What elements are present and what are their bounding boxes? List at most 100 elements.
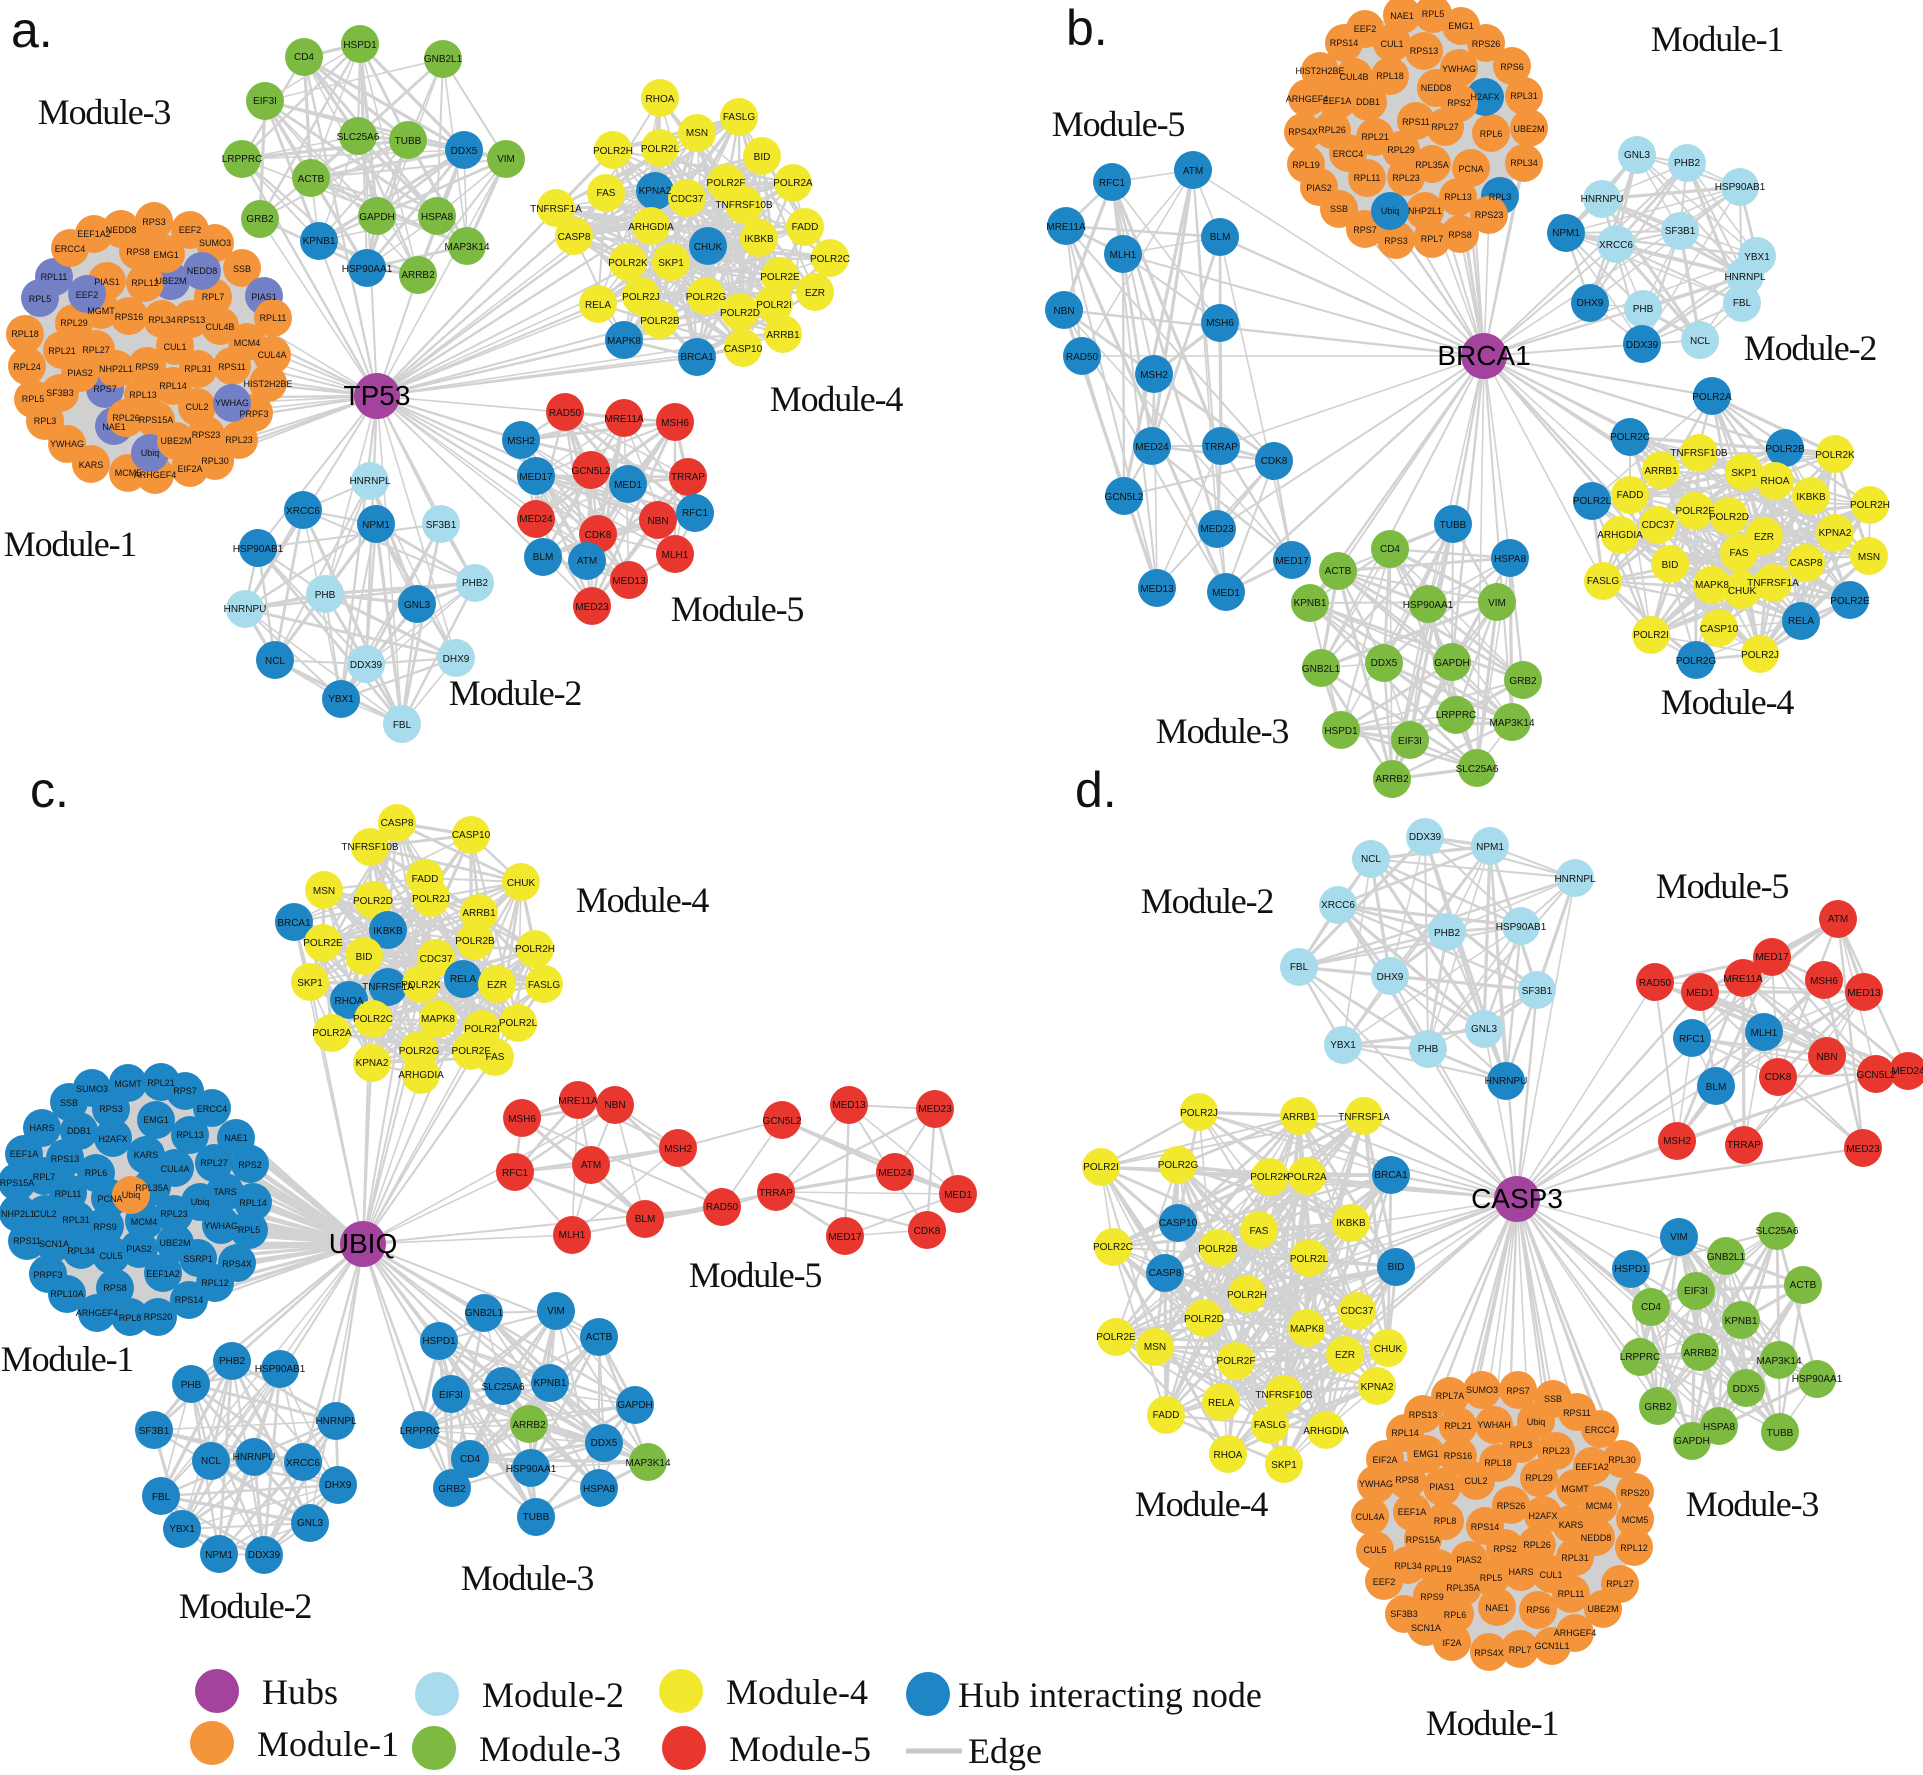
svg-text:RPS4X: RPS4X — [1288, 127, 1318, 137]
svg-text:POLR2G: POLR2G — [686, 292, 727, 303]
svg-text:HARS: HARS — [1508, 1567, 1533, 1577]
svg-text:RPS15A: RPS15A — [139, 415, 174, 425]
svg-text:DHX9: DHX9 — [443, 654, 470, 665]
svg-text:UBE2M: UBE2M — [1587, 1604, 1618, 1614]
svg-text:HNRNPL: HNRNPL — [349, 476, 391, 487]
svg-text:RPL5: RPL5 — [1422, 9, 1445, 19]
svg-text:Module-1: Module-1 — [1651, 19, 1783, 59]
svg-text:CUL2: CUL2 — [185, 402, 208, 412]
svg-text:MED23: MED23 — [918, 1104, 952, 1115]
svg-text:Module-1: Module-1 — [1, 1339, 133, 1379]
svg-text:UBE2M: UBE2M — [155, 276, 186, 286]
svg-text:POLR2B: POLR2B — [1765, 444, 1805, 455]
svg-text:HSP90AB1: HSP90AB1 — [1715, 182, 1766, 193]
svg-text:POLR2G: POLR2G — [1158, 1160, 1199, 1171]
svg-text:EZR: EZR — [487, 980, 507, 991]
svg-text:POLR2D: POLR2D — [353, 896, 393, 907]
svg-text:MED13: MED13 — [1847, 988, 1881, 999]
svg-text:MED13: MED13 — [612, 576, 646, 587]
svg-text:RPL23: RPL23 — [225, 435, 253, 445]
svg-text:IKBKB: IKBKB — [744, 234, 774, 245]
svg-text:RPS3: RPS3 — [99, 1104, 123, 1114]
svg-text:POLR2B: POLR2B — [640, 316, 680, 327]
svg-text:EEF1A: EEF1A — [10, 1149, 39, 1159]
svg-text:CD4: CD4 — [460, 1454, 480, 1465]
svg-text:NEDD8: NEDD8 — [106, 225, 137, 235]
svg-text:RPL31: RPL31 — [1561, 1553, 1589, 1563]
svg-text:RFC1: RFC1 — [682, 508, 709, 519]
svg-text:MED24: MED24 — [878, 1168, 912, 1179]
svg-text:POLR2J: POLR2J — [622, 292, 660, 303]
svg-text:DDX5: DDX5 — [1371, 658, 1398, 669]
svg-text:RPL7: RPL7 — [202, 292, 225, 302]
svg-text:NCL: NCL — [265, 656, 285, 667]
svg-text:ARHGEF4: ARHGEF4 — [1286, 94, 1329, 104]
svg-text:RPS15A: RPS15A — [0, 1178, 34, 1188]
svg-text:PRPF3: PRPF3 — [33, 1270, 62, 1280]
svg-text:EMG1: EMG1 — [153, 250, 179, 260]
svg-text:RAD50: RAD50 — [549, 408, 582, 419]
svg-text:HSP90AA1: HSP90AA1 — [506, 1464, 557, 1475]
svg-text:RPL6: RPL6 — [1480, 129, 1503, 139]
svg-text:ARRB2: ARRB2 — [401, 270, 435, 281]
svg-text:MED17: MED17 — [519, 472, 553, 483]
svg-text:GAPDH: GAPDH — [1434, 658, 1470, 669]
svg-text:RPL27: RPL27 — [1606, 1579, 1634, 1589]
svg-text:DDX5: DDX5 — [451, 146, 478, 157]
svg-text:DDX39: DDX39 — [1626, 340, 1659, 351]
svg-text:HSP90AA1: HSP90AA1 — [1403, 600, 1454, 611]
svg-text:RPL8: RPL8 — [119, 1313, 142, 1323]
svg-text:SLC25A6: SLC25A6 — [337, 132, 380, 143]
svg-text:MAP3K14: MAP3K14 — [444, 242, 489, 253]
svg-text:EIF3I: EIF3I — [253, 96, 277, 107]
svg-text:HSPD1: HSPD1 — [1324, 726, 1358, 737]
svg-text:ARHGEF4: ARHGEF4 — [76, 1308, 119, 1318]
svg-text:NPM1: NPM1 — [1552, 228, 1580, 239]
svg-text:NCL: NCL — [201, 1456, 221, 1467]
svg-text:BRCA1: BRCA1 — [1437, 340, 1530, 371]
svg-text:EIF3I: EIF3I — [1398, 736, 1422, 747]
svg-text:CUL1: CUL1 — [1380, 39, 1403, 49]
svg-text:RPS2: RPS2 — [1447, 98, 1471, 108]
svg-text:EMG1: EMG1 — [1448, 21, 1474, 31]
svg-text:c.: c. — [30, 762, 69, 818]
svg-text:POLR2B: POLR2B — [1198, 1244, 1238, 1255]
svg-text:RHOA: RHOA — [1761, 476, 1790, 487]
svg-text:DDX5: DDX5 — [1733, 1384, 1760, 1395]
svg-text:CUL4B: CUL4B — [1339, 72, 1368, 82]
svg-text:KPNB1: KPNB1 — [1725, 1316, 1758, 1327]
svg-text:ERCC4: ERCC4 — [197, 1104, 228, 1114]
svg-text:RPL6: RPL6 — [85, 1168, 108, 1178]
svg-text:CUL4A: CUL4A — [160, 1164, 189, 1174]
svg-text:MAP3K14: MAP3K14 — [1756, 1356, 1801, 1367]
svg-text:EEF2: EEF2 — [1354, 24, 1377, 34]
svg-text:RPL24: RPL24 — [13, 362, 41, 372]
svg-text:RPL11: RPL11 — [1354, 173, 1381, 183]
svg-text:SKP1: SKP1 — [1271, 1460, 1297, 1471]
svg-text:NCL: NCL — [1361, 854, 1381, 865]
svg-text:RPL5: RPL5 — [238, 1225, 261, 1235]
svg-text:POLR2H: POLR2H — [515, 944, 555, 955]
svg-text:TNFRSF1A: TNFRSF1A — [530, 204, 582, 215]
svg-text:SF3B1: SF3B1 — [426, 520, 457, 531]
svg-text:MED23: MED23 — [1846, 1144, 1880, 1155]
svg-text:EIF3I: EIF3I — [439, 1390, 463, 1401]
svg-text:RPS13: RPS13 — [1409, 1410, 1438, 1420]
svg-text:MCM4: MCM4 — [234, 338, 261, 348]
svg-text:POLR2A: POLR2A — [773, 178, 813, 189]
svg-text:RPS23: RPS23 — [192, 430, 221, 440]
svg-text:ARRB2: ARRB2 — [1375, 774, 1409, 785]
svg-text:SUMO3: SUMO3 — [76, 1084, 108, 1094]
svg-text:SCN1A: SCN1A — [39, 1239, 69, 1249]
svg-text:CASP10: CASP10 — [724, 344, 763, 355]
svg-text:POLR2F: POLR2F — [707, 178, 746, 189]
svg-text:RPS2: RPS2 — [1493, 1544, 1517, 1554]
svg-text:Module-5: Module-5 — [689, 1255, 822, 1295]
svg-text:GRB2: GRB2 — [438, 1484, 466, 1495]
svg-text:IKBKB: IKBKB — [1336, 1218, 1366, 1229]
svg-text:GAPDH: GAPDH — [1674, 1436, 1710, 1447]
svg-text:TNFRSF10B: TNFRSF10B — [1670, 448, 1728, 459]
svg-text:RELA: RELA — [450, 974, 476, 985]
svg-text:GCN5L2: GCN5L2 — [1105, 492, 1144, 503]
svg-text:MCM5: MCM5 — [115, 468, 142, 478]
